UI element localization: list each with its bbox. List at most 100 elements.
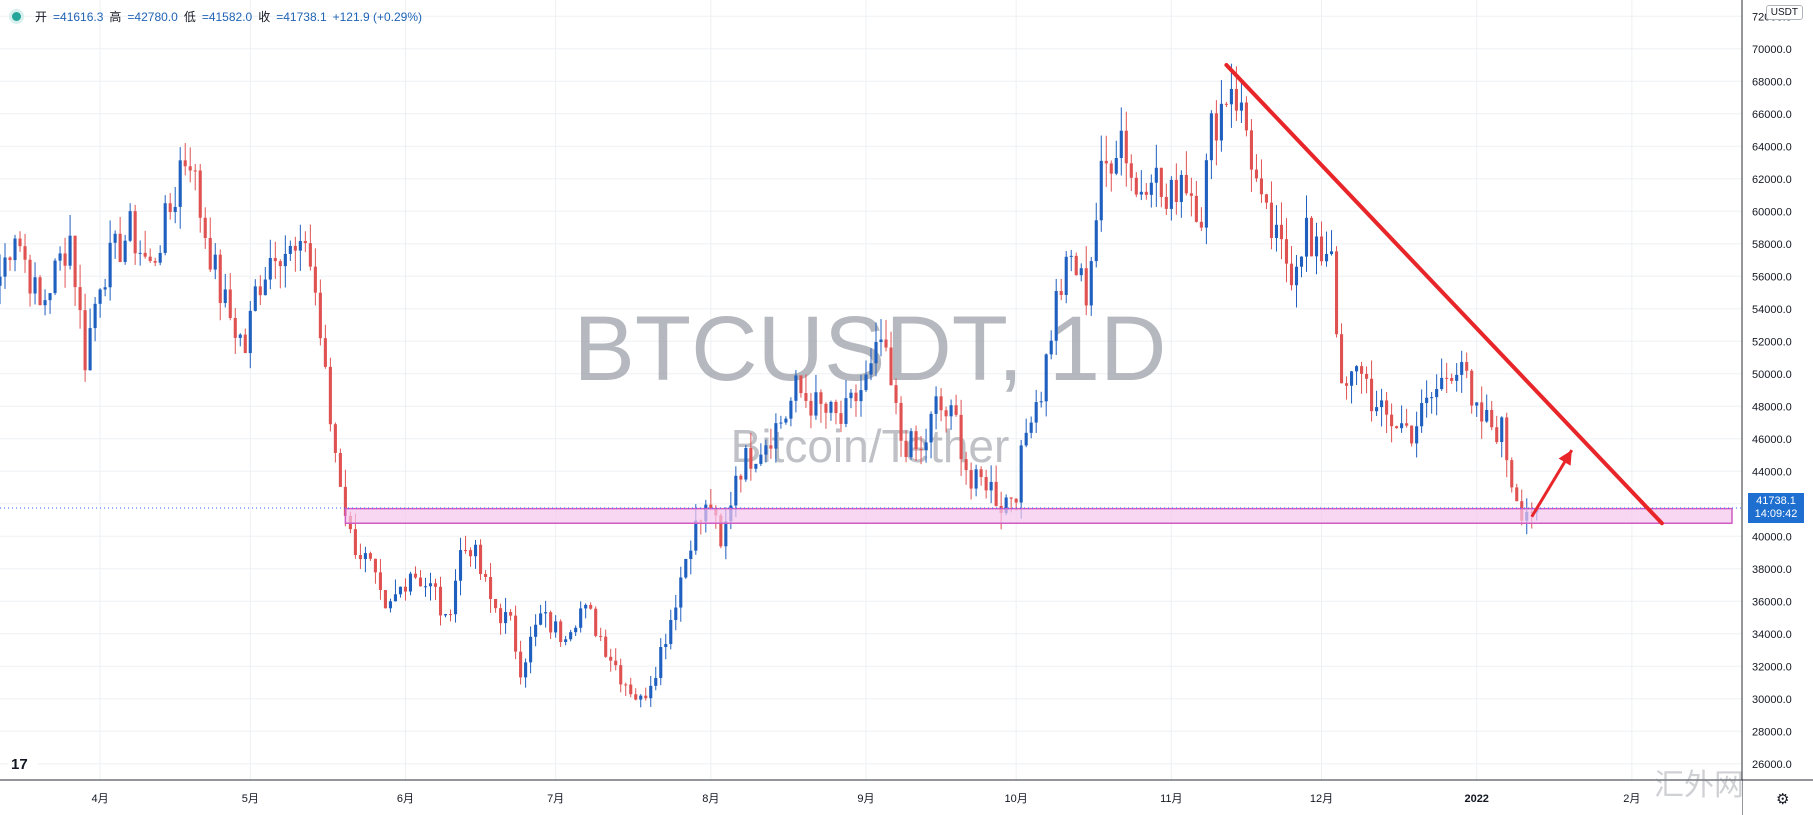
candle-body (1339, 334, 1344, 384)
candle-body (218, 254, 222, 304)
candle-body (844, 398, 848, 424)
price-tick-label: 62000.0 (1752, 174, 1792, 186)
price-tick-label: 46000.0 (1752, 434, 1792, 446)
candle-body (23, 246, 27, 260)
candle-body (1490, 409, 1494, 428)
candle-body (534, 624, 538, 637)
candle-body (759, 454, 763, 464)
candle-body (103, 287, 107, 290)
candle-body (113, 233, 117, 243)
close-value: =41738.1 (276, 9, 327, 24)
candle-body (1425, 397, 1429, 404)
candle-body (1079, 268, 1083, 276)
candle-body (188, 166, 192, 171)
time-tick-label: 11月 (1160, 793, 1182, 805)
candle-body (944, 410, 948, 417)
high-label: 高 (109, 10, 122, 24)
candle-body (764, 445, 768, 455)
candle-body (1365, 373, 1369, 379)
candle-body (1109, 163, 1113, 174)
candle-body (1199, 221, 1203, 228)
candle-body (1450, 377, 1454, 381)
candle-body (1134, 177, 1138, 195)
candle-body (433, 583, 438, 587)
candle-body (1264, 194, 1269, 203)
candle-body (1355, 366, 1359, 372)
candle-body (1024, 432, 1028, 446)
candle-body (1059, 291, 1063, 295)
candle-body (1505, 417, 1509, 461)
candle-body (1154, 167, 1158, 183)
price-tick-label: 44000.0 (1752, 466, 1792, 478)
candle-body (278, 261, 282, 267)
candle-body (904, 440, 908, 458)
candle-body (564, 639, 568, 642)
candle-body (1435, 389, 1439, 398)
candle-body (644, 695, 648, 699)
candle-body (73, 235, 77, 288)
candle-body (779, 422, 783, 424)
candle-body (649, 685, 653, 699)
candle-body (1214, 113, 1218, 141)
candle-body (0, 276, 2, 286)
tradingview-logo-icon[interactable]: 17 (8, 752, 38, 774)
candle-body (203, 217, 207, 239)
candle-body (398, 586, 403, 595)
candle-body (834, 401, 838, 414)
candle-body (268, 258, 272, 280)
candle-body (1344, 383, 1349, 386)
candle-body (839, 413, 843, 424)
candle-body (1445, 377, 1449, 379)
candle-body (1284, 239, 1289, 264)
candle-body (554, 621, 558, 633)
candle-body (193, 170, 197, 172)
candle-body (1064, 256, 1068, 295)
candle-body (338, 452, 342, 487)
candle-body (624, 684, 628, 686)
candle-body (774, 423, 778, 449)
descending-trendline (1224, 63, 1664, 526)
candle-body (1375, 407, 1379, 412)
candle-body (1314, 236, 1319, 257)
candle-body (48, 293, 52, 301)
candle-body (964, 459, 968, 471)
candle-body (694, 520, 698, 551)
candle-body (859, 390, 863, 402)
candle-body (93, 303, 97, 329)
candle-body (749, 447, 753, 469)
candle-body (1164, 196, 1168, 209)
last-price-tag: 41738.1 14:09:42 (1748, 493, 1804, 523)
candle-body (814, 392, 818, 416)
currency-badge[interactable]: USDT (1765, 5, 1803, 20)
watermark-title: BTCUSDT, 1D (574, 298, 1167, 400)
candle-body (173, 206, 177, 213)
candle-body (128, 211, 132, 241)
candle-body (8, 257, 12, 261)
candle-body (899, 402, 903, 441)
candle-body (569, 632, 573, 640)
candle-body (1410, 425, 1414, 444)
candle-body (1044, 354, 1048, 402)
candle-body (1019, 445, 1023, 503)
candle-body (178, 160, 182, 207)
candle-body (1350, 371, 1354, 386)
candle-body (679, 577, 683, 608)
candle-body (529, 636, 533, 663)
price-tick-label: 28000.0 (1752, 726, 1792, 738)
candles (0, 63, 1539, 708)
candle-body (1039, 401, 1043, 403)
candle-body (974, 469, 978, 489)
candle-body (1370, 378, 1374, 412)
candle-body (248, 310, 252, 354)
candle-body (994, 481, 998, 506)
time-tick-label: 2月 (1623, 793, 1640, 805)
candle-body (1124, 130, 1128, 164)
low-label: 低 (183, 10, 196, 24)
candle-body (328, 366, 332, 425)
price-tick-label: 52000.0 (1752, 336, 1792, 348)
gear-icon[interactable]: ⚙ (1776, 791, 1790, 808)
candle-body (333, 424, 337, 453)
